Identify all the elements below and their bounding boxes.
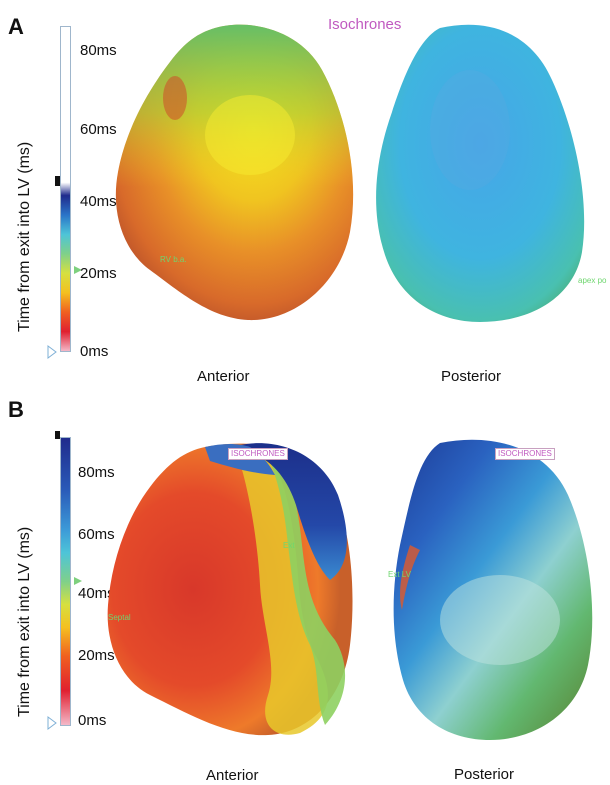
view-label-posterior: Posterior bbox=[441, 368, 502, 385]
view-label-posterior: Posterior bbox=[454, 766, 515, 783]
bottom-marker bbox=[47, 345, 57, 359]
marker-block bbox=[55, 176, 60, 186]
view-label-anterior: Anterior bbox=[206, 767, 259, 784]
ext-tag: Ext bbox=[283, 541, 295, 550]
isochrones-title: Isochrones bbox=[328, 16, 402, 33]
view-label-anterior: Anterior bbox=[197, 368, 250, 385]
tick-60: 60ms bbox=[78, 526, 115, 543]
tick-20: 20ms bbox=[80, 265, 117, 282]
apex-tag: apex po bbox=[578, 276, 607, 285]
tick-60: 60ms bbox=[80, 121, 117, 138]
colorbar-markers bbox=[47, 431, 82, 730]
triangle-marker bbox=[74, 577, 82, 585]
panel-a: A Time from exit into LV (ms) 80ms 60ms … bbox=[8, 14, 607, 385]
panel-letter: A bbox=[8, 14, 24, 39]
panel-letter: B bbox=[8, 397, 24, 422]
tick-0: 0ms bbox=[78, 712, 107, 729]
tick-80: 80ms bbox=[80, 42, 117, 59]
colorbar-markers bbox=[47, 176, 82, 359]
bottom-marker bbox=[47, 716, 57, 730]
tick-40: 40ms bbox=[80, 193, 117, 210]
colorbar bbox=[60, 26, 71, 352]
panel-b: B Time from exit into LV (ms) 80ms 60ms … bbox=[0, 395, 610, 785]
heart-maps-a bbox=[115, 24, 585, 322]
heart-maps-b bbox=[107, 439, 593, 740]
colorbar bbox=[60, 437, 71, 726]
isochrones-badge: ISOCHRONES bbox=[495, 448, 555, 460]
septal-tag: Septal bbox=[108, 613, 131, 622]
tick-20: 20ms bbox=[78, 647, 115, 664]
posterior-heart-map bbox=[376, 24, 585, 322]
tick-80: 80ms bbox=[78, 464, 115, 481]
ext-lv-tag: Ext LV bbox=[388, 570, 411, 579]
marker-block bbox=[55, 431, 60, 439]
tick-0: 0ms bbox=[80, 343, 109, 360]
triangle-marker bbox=[74, 266, 82, 274]
tick-40: 40ms bbox=[78, 585, 115, 602]
rv-tag: RV b.a. bbox=[160, 255, 187, 264]
isochrones-badge: ISOCHRONES bbox=[228, 448, 288, 460]
